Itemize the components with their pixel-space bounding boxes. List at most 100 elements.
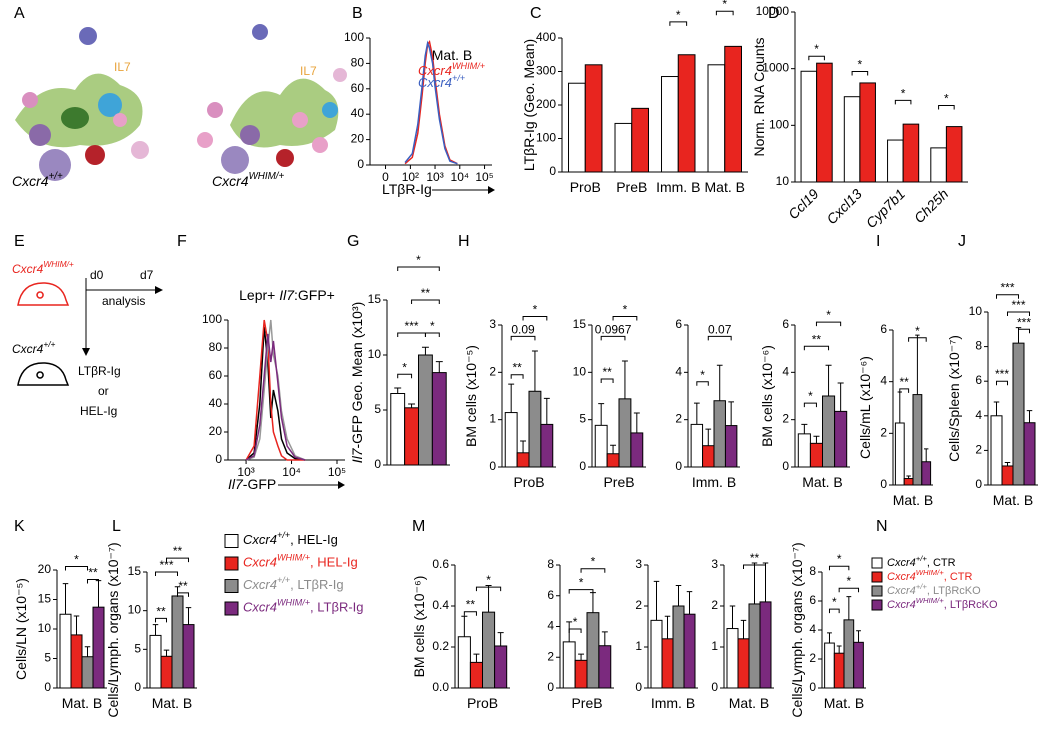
y-tick-label: 0.6 bbox=[432, 557, 449, 571]
y-tick-label: 4 bbox=[975, 408, 982, 422]
y-tick-label: 3 bbox=[635, 557, 642, 571]
y-tick-label: 6 bbox=[547, 588, 554, 602]
significance-bracket bbox=[411, 299, 440, 304]
error-bar bbox=[394, 387, 402, 394]
bar bbox=[853, 641, 864, 689]
bar bbox=[390, 393, 406, 466]
bar bbox=[81, 656, 94, 689]
bar bbox=[70, 634, 83, 689]
bar bbox=[707, 64, 726, 173]
y-tick-label: 2 bbox=[547, 649, 554, 663]
error-bar bbox=[924, 448, 929, 462]
y-tick-label: 6 bbox=[782, 317, 789, 331]
y-axis-label: Cells/mL (x10⁻⁶) bbox=[857, 356, 873, 459]
bar bbox=[598, 645, 612, 689]
y-tick-label: 3 bbox=[489, 317, 496, 331]
x-tick-label: Mat. B bbox=[152, 695, 192, 711]
y-tick-label: 0.0 bbox=[432, 680, 449, 694]
bar bbox=[843, 619, 855, 689]
bar bbox=[171, 595, 184, 689]
bar bbox=[614, 122, 633, 173]
y-tick-label: 0 bbox=[782, 459, 789, 473]
error-bar bbox=[408, 403, 416, 408]
legend-label: Cxcr4+/+, LTβR-Ig bbox=[243, 575, 344, 592]
y-tick-label: 4 bbox=[809, 622, 816, 636]
y-tick-label: 0 bbox=[975, 477, 982, 491]
error-bar bbox=[801, 423, 808, 434]
mouse-icon bbox=[17, 282, 70, 306]
bar bbox=[690, 423, 704, 468]
significance-label: * bbox=[74, 553, 79, 567]
bar bbox=[834, 410, 848, 468]
significance-bracket bbox=[510, 374, 524, 379]
panel-letter: A bbox=[14, 5, 25, 22]
error-bar bbox=[813, 435, 820, 444]
significance-label: 0.0967 bbox=[595, 323, 632, 337]
significance-bracket bbox=[743, 564, 766, 569]
significance-bracket bbox=[815, 321, 842, 327]
error-bar bbox=[751, 562, 758, 604]
legend-swatch bbox=[871, 585, 883, 597]
bar bbox=[528, 390, 542, 468]
significance-bracket bbox=[808, 55, 825, 61]
significance-label: * bbox=[847, 574, 852, 588]
x-tick-label: Mat. B bbox=[824, 695, 864, 711]
chart-title: Lepr+ Il7:GFP+ bbox=[239, 287, 335, 303]
significance-bracket bbox=[397, 266, 440, 271]
legend-label: Cxcr4+/+, LTβRcKO bbox=[887, 582, 981, 597]
significance-bracket bbox=[475, 586, 502, 592]
bar bbox=[800, 70, 818, 183]
significance-bracket bbox=[612, 315, 638, 321]
y-tick-label: 0 bbox=[134, 680, 141, 694]
genotype-label: Cxcr4WHIM/+ bbox=[12, 259, 74, 276]
significance-label: ** bbox=[173, 544, 183, 558]
significance-bracket bbox=[894, 99, 912, 105]
error-bar bbox=[675, 585, 682, 606]
error-bar bbox=[653, 580, 660, 621]
bar bbox=[92, 606, 105, 689]
bar bbox=[713, 400, 726, 468]
significance-label: ** bbox=[750, 551, 760, 565]
legend-swatch bbox=[224, 534, 239, 548]
y-tick-label: 8 bbox=[809, 564, 816, 578]
error-bar bbox=[610, 444, 617, 454]
y-tick-label: 1 bbox=[635, 639, 642, 653]
bar bbox=[816, 62, 833, 183]
x-tick-label: PreB bbox=[603, 474, 634, 490]
significance-label: * bbox=[486, 573, 491, 587]
legend-label: Cxcr4WHIM/+, LTβR-Ig bbox=[243, 598, 364, 615]
significance-label: *** bbox=[159, 558, 173, 572]
bar bbox=[887, 139, 904, 183]
y-tick-label: 2 bbox=[489, 365, 496, 379]
bar bbox=[843, 96, 861, 183]
bar bbox=[894, 422, 905, 486]
significance-label: * bbox=[430, 319, 435, 333]
y-tick-label: 20 bbox=[38, 562, 52, 576]
legend-label: Cxcr4WHIM/+, HEL-Ig bbox=[243, 553, 358, 570]
y-tick-label: 4 bbox=[880, 374, 887, 388]
error-bar bbox=[531, 350, 538, 392]
mouse-icon bbox=[17, 362, 70, 386]
histogram-line bbox=[404, 40, 458, 165]
y-tick-label: 60 bbox=[351, 81, 365, 95]
y-tick-label: 0 bbox=[489, 459, 496, 473]
bar bbox=[59, 613, 72, 689]
y-tick-label: 5 bbox=[134, 642, 141, 656]
bar bbox=[562, 641, 576, 689]
genotype-label: Cxcr4+/+ bbox=[12, 171, 63, 189]
bar bbox=[418, 354, 433, 466]
significance-label: * bbox=[402, 360, 407, 374]
significance-label: * bbox=[858, 58, 863, 72]
panel-letter: N bbox=[876, 518, 888, 535]
y-axis-label: BM cells (x10⁻⁶) bbox=[411, 576, 427, 678]
significance-label: ** bbox=[88, 566, 98, 580]
significance-label: ** bbox=[602, 365, 612, 379]
bar bbox=[1001, 465, 1014, 486]
bar bbox=[586, 612, 600, 689]
bar bbox=[833, 652, 845, 689]
x-tick-label: ProB bbox=[570, 179, 601, 195]
significance-label: *** bbox=[405, 319, 419, 333]
error-bar bbox=[633, 412, 640, 433]
error-bar bbox=[520, 440, 527, 453]
significance-bracket bbox=[996, 380, 1008, 386]
